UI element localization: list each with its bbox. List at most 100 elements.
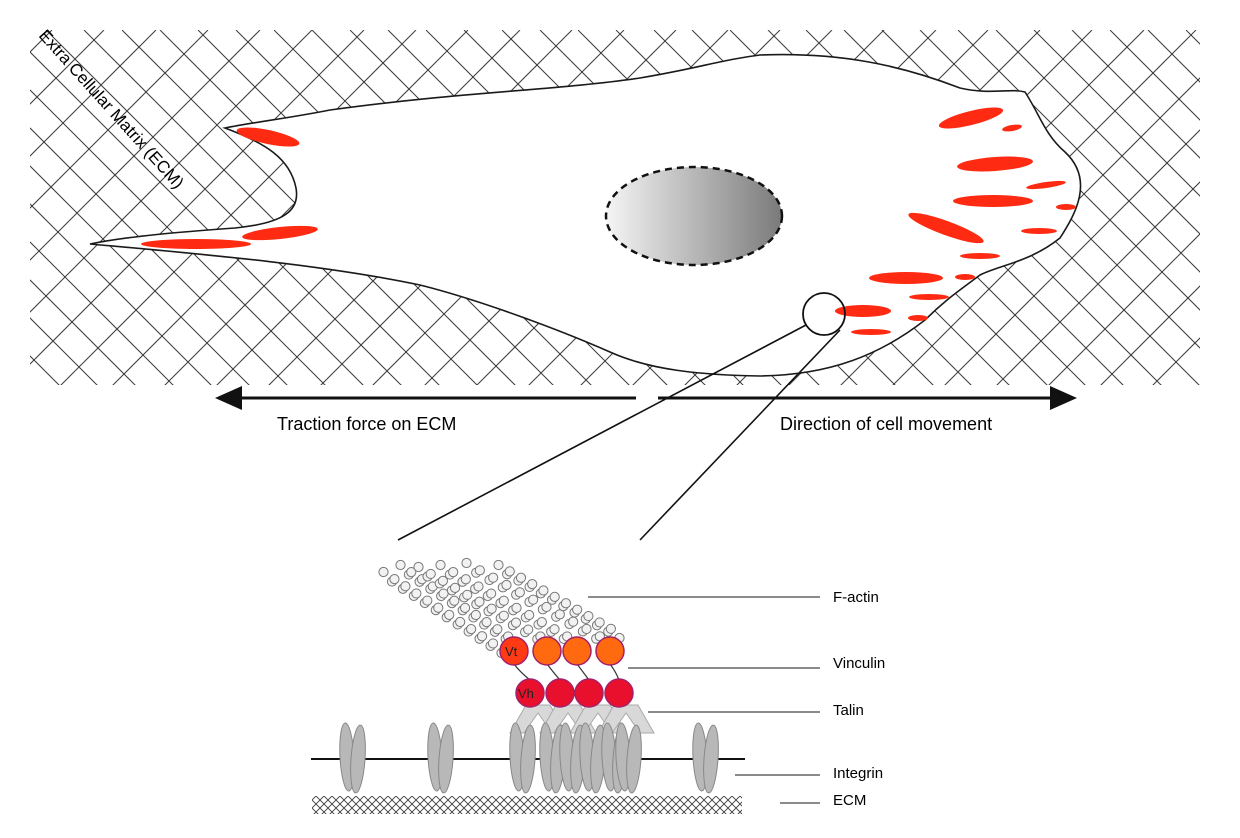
- vinculin-linker: [576, 663, 590, 681]
- focal-adhesion: [242, 225, 318, 241]
- inset-ecm-mesh: [312, 796, 742, 814]
- focal-adhesion: [955, 274, 975, 280]
- ecm-fiber: [30, 355, 60, 385]
- ecm-fiber: [1100, 285, 1200, 385]
- magnifier-circle: [802, 292, 846, 336]
- focal-adhesion: [953, 195, 1033, 207]
- actin-bead: [474, 565, 485, 576]
- focal-adhesion: [960, 253, 1000, 259]
- actin-bead: [549, 591, 560, 603]
- integrin-pair: [427, 722, 454, 794]
- arrowhead-left-icon: [215, 386, 242, 410]
- actin-bead: [560, 598, 572, 609]
- ecm-fiber: [30, 89, 326, 385]
- ecm-fiber: [45, 30, 402, 385]
- integrin-pair: [339, 722, 366, 794]
- actin-bead: [460, 574, 471, 585]
- actin-bead: [536, 617, 547, 628]
- vinculin-tail-bead: [499, 636, 529, 666]
- vinculin-beads: [499, 636, 634, 708]
- talin-label: Talin: [833, 702, 864, 719]
- actin-bead: [481, 617, 492, 628]
- focal-adhesion: [1021, 228, 1057, 234]
- actin-bead: [448, 567, 459, 578]
- actin-bead: [476, 631, 488, 642]
- focal-adhesion: [851, 329, 891, 335]
- actin-bead: [425, 568, 436, 580]
- actin-bead: [528, 594, 539, 605]
- ecm-fiber: [996, 181, 1200, 385]
- actin-bead: [444, 609, 455, 620]
- actin-bead: [411, 588, 422, 599]
- actin-bead: [433, 602, 444, 613]
- actin-bead: [492, 624, 503, 635]
- actin-bead: [449, 595, 460, 606]
- ecm-fiber: [995, 30, 1200, 235]
- focal-adhesion: [835, 305, 891, 317]
- ecm-label: Extra Cellular Matrix (ECM): [35, 26, 188, 192]
- ecm-fiber: [1109, 30, 1200, 121]
- actin-bead: [413, 561, 424, 573]
- traction-label: Traction force on ECM: [277, 414, 456, 434]
- vinculin-tail-bead: [595, 636, 625, 666]
- actin-bead: [438, 588, 449, 599]
- ecm-fiber: [83, 30, 440, 385]
- actin-bead: [437, 575, 448, 587]
- actin-bead: [461, 557, 472, 569]
- actin-bead: [473, 581, 484, 592]
- factin-label: F-actin: [833, 589, 879, 606]
- actin-bead: [523, 624, 534, 635]
- focal-adhesion: [141, 239, 251, 249]
- ecm-fiber: [30, 30, 105, 105]
- ecm-fiber: [1033, 30, 1200, 197]
- focal-adhesion: [938, 107, 1004, 129]
- ecm-fiber: [1048, 233, 1200, 385]
- integrin-pair: [692, 722, 719, 794]
- actin-bead: [501, 579, 512, 591]
- actin-bead: [511, 602, 522, 613]
- actin-bead: [594, 617, 605, 628]
- actin-bead: [515, 572, 527, 583]
- actin-bead: [488, 572, 499, 583]
- actin-bead: [378, 566, 389, 578]
- vinculin-linker: [609, 663, 620, 681]
- actin-bead: [486, 588, 497, 599]
- ecm-fiber: [60, 30, 417, 385]
- ecm-fiber: [30, 279, 136, 385]
- focal-adhesion: [1056, 204, 1076, 210]
- traction-arrow: [215, 386, 636, 410]
- ecm-fiber: [1224, 30, 1240, 390]
- integrin-pair: [615, 722, 642, 794]
- vinculin-head-bead: [515, 678, 545, 708]
- actin-bead: [487, 638, 499, 649]
- ecm-fiber: [30, 127, 288, 385]
- focal-adhesion: [236, 127, 300, 147]
- focal-adhesions: [141, 107, 1076, 335]
- vinculin-label: Vinculin: [833, 655, 885, 672]
- ecm-fiber: [30, 30, 53, 53]
- focal-adhesion: [957, 156, 1033, 172]
- actin-bead: [527, 579, 538, 590]
- movement-label: Direction of cell movement: [780, 414, 992, 434]
- actin-bead: [581, 623, 592, 635]
- actin-bead: [605, 623, 616, 634]
- actin-bead: [493, 559, 504, 571]
- actin-bead: [486, 603, 497, 614]
- vinculin-tail-bead: [532, 636, 562, 666]
- vinculin-head-bead: [545, 678, 575, 708]
- ecm-fiber: [30, 203, 212, 385]
- ecm-fiber: [1200, 30, 1240, 390]
- focal-adhesion: [908, 212, 984, 244]
- actin-bead: [455, 616, 466, 628]
- vinculin-linker: [546, 663, 561, 681]
- zoom-line-right: [639, 329, 841, 541]
- actin-bead: [389, 574, 400, 585]
- actin-bead: [406, 567, 417, 578]
- ecm-fiber: [30, 317, 98, 385]
- actin-bead: [435, 559, 446, 571]
- movement-arrow: [658, 386, 1077, 410]
- actin-bead: [466, 624, 477, 635]
- actin-bead: [583, 610, 594, 622]
- actin-bead: [549, 624, 560, 635]
